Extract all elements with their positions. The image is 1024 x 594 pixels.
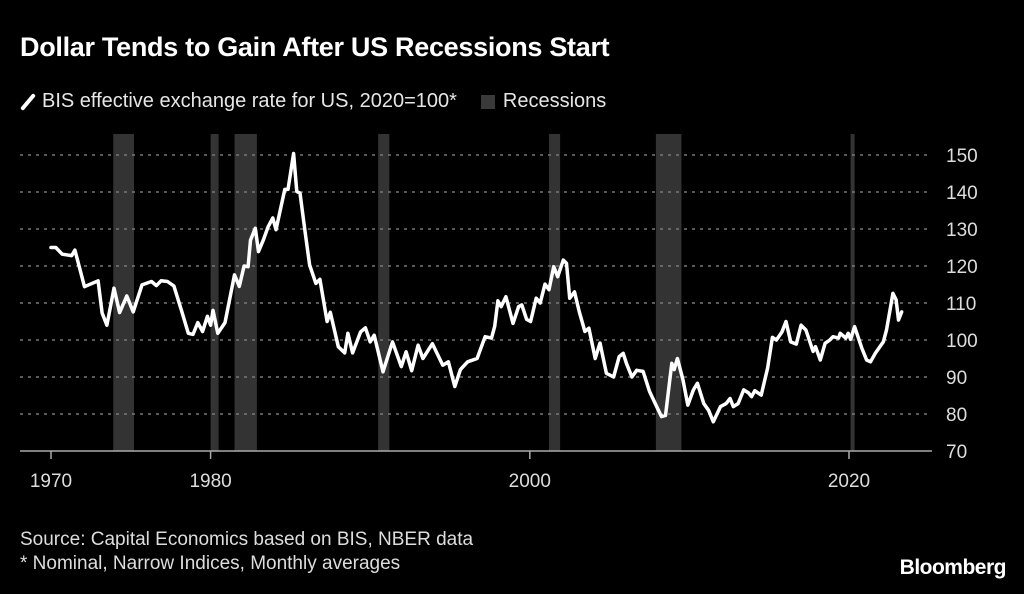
recession-band xyxy=(850,134,855,451)
footnote: * Nominal, Narrow Indices, Monthly avera… xyxy=(20,553,401,574)
y-tick-label: 140 xyxy=(946,183,978,204)
recession-band xyxy=(210,134,219,451)
legend-label-recessions: Recessions xyxy=(502,90,607,112)
legend-recession-swatch xyxy=(480,94,495,109)
x-tick-label: 2000 xyxy=(509,471,551,492)
series-line-bis-rate xyxy=(49,151,904,424)
footnotes: Source: Capital Economics based on BIS, … xyxy=(20,528,473,576)
recession-band xyxy=(548,134,561,451)
recession-band xyxy=(234,134,257,451)
y-tick-label: 150 xyxy=(946,146,978,167)
legend: BIS effective exchange rate for US, 2020… xyxy=(20,90,606,113)
y-tick-label: 110 xyxy=(946,294,976,315)
y-tick-label: 90 xyxy=(946,368,967,389)
legend-label-series: BIS effective exchange rate for US, 2020… xyxy=(42,90,457,112)
recession-band xyxy=(378,134,390,451)
recession-band xyxy=(113,134,134,451)
chart-title: Dollar Tends to Gain After US Recessions… xyxy=(20,32,610,62)
x-tick-label: 1970 xyxy=(30,471,72,492)
y-tick-label: 120 xyxy=(946,257,978,278)
x-tick-label: 1980 xyxy=(189,471,231,492)
y-tick-label: 100 xyxy=(946,331,978,352)
y-tick-label: 80 xyxy=(946,405,967,426)
bloomberg-logo: Bloomberg xyxy=(899,556,1007,579)
y-tick-label: 130 xyxy=(946,220,978,241)
y-tick-label: 70 xyxy=(946,442,967,463)
x-tick-label: 2020 xyxy=(828,471,870,492)
source-note: Source: Capital Economics based on BIS, … xyxy=(20,529,474,550)
